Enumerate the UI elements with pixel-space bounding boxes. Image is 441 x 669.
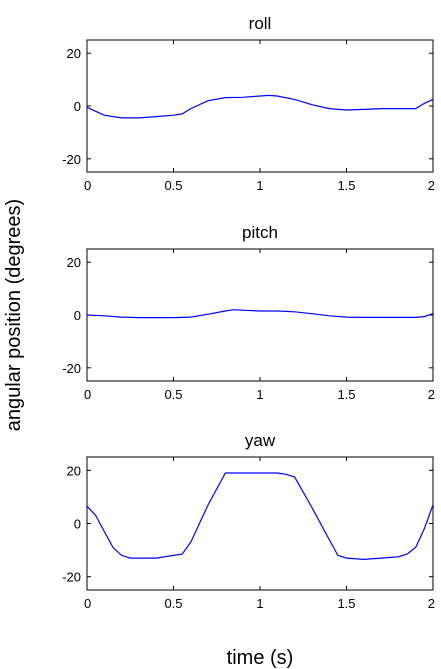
subplot-title: roll bbox=[249, 14, 272, 33]
x-tick-label: 2 bbox=[428, 387, 435, 402]
x-tick-label: 0.5 bbox=[164, 178, 182, 193]
x-tick-label: 1 bbox=[256, 387, 263, 402]
x-tick-label: 0.5 bbox=[164, 596, 182, 611]
series-line bbox=[86, 309, 434, 319]
plot-area bbox=[86, 248, 434, 382]
subplot-title: pitch bbox=[242, 223, 278, 242]
x-tick-label: 0.5 bbox=[164, 387, 182, 402]
y-tick-label: 20 bbox=[67, 46, 81, 61]
x-tick-label: 2 bbox=[428, 596, 435, 611]
y-tick-label: 20 bbox=[67, 463, 81, 478]
y-tick-label: 0 bbox=[74, 308, 81, 323]
x-tick-label: 1 bbox=[256, 178, 263, 193]
series-line bbox=[86, 472, 434, 561]
y-tick-label: 0 bbox=[74, 517, 81, 532]
y-tick-label: -20 bbox=[62, 570, 81, 585]
x-tick-label: 2 bbox=[428, 178, 435, 193]
x-tick-label: 1.5 bbox=[337, 178, 355, 193]
x-tick-label: 1.5 bbox=[337, 596, 355, 611]
y-axis-label: angular position (degrees) bbox=[3, 199, 25, 431]
x-tick-label: 1.5 bbox=[337, 387, 355, 402]
x-tick-label: 1 bbox=[256, 596, 263, 611]
series-line bbox=[86, 94, 434, 119]
x-tick-label: 0 bbox=[84, 596, 91, 611]
y-tick-label: -20 bbox=[62, 361, 81, 376]
y-tick-label: -20 bbox=[62, 152, 81, 167]
x-tick-label: 0 bbox=[84, 178, 91, 193]
y-tick-label: 0 bbox=[74, 99, 81, 114]
y-tick-label: 20 bbox=[67, 255, 81, 270]
plot-area bbox=[86, 39, 434, 173]
x-tick-label: 0 bbox=[84, 387, 91, 402]
subplot-title: yaw bbox=[245, 431, 276, 450]
plot-area bbox=[86, 456, 434, 591]
x-axis-label: time (s) bbox=[227, 647, 294, 669]
